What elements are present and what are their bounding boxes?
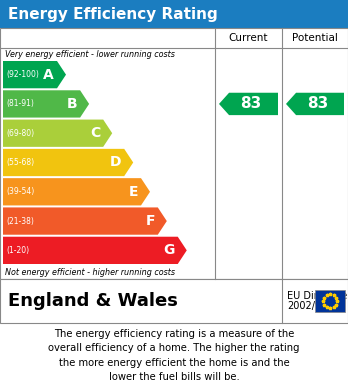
Polygon shape — [3, 149, 133, 176]
Polygon shape — [3, 208, 167, 235]
Bar — [315, 290, 345, 312]
Polygon shape — [3, 90, 89, 118]
Bar — [0, 279, 348, 323]
Text: Potential: Potential — [292, 33, 338, 43]
Text: (39-54): (39-54) — [6, 187, 34, 196]
Polygon shape — [3, 237, 187, 264]
Text: A: A — [43, 68, 54, 82]
Text: (1-20): (1-20) — [6, 246, 29, 255]
Text: EU Directive: EU Directive — [287, 291, 347, 301]
Text: (92-100): (92-100) — [6, 70, 39, 79]
Polygon shape — [3, 178, 150, 205]
Text: (69-80): (69-80) — [6, 129, 34, 138]
Bar — [0, 28, 348, 279]
Text: (21-38): (21-38) — [6, 217, 34, 226]
Text: 83: 83 — [307, 97, 328, 111]
Text: E: E — [128, 185, 138, 199]
Polygon shape — [3, 120, 112, 147]
Text: G: G — [163, 243, 175, 257]
Text: Energy Efficiency Rating: Energy Efficiency Rating — [8, 7, 218, 22]
Text: (55-68): (55-68) — [6, 158, 34, 167]
Text: The energy efficiency rating is a measure of the
overall efficiency of a home. T: The energy efficiency rating is a measur… — [48, 329, 300, 382]
Polygon shape — [286, 93, 344, 115]
Text: 83: 83 — [240, 97, 262, 111]
Text: Very energy efficient - lower running costs: Very energy efficient - lower running co… — [5, 50, 175, 59]
Text: B: B — [66, 97, 77, 111]
Text: Current: Current — [229, 33, 268, 43]
Text: D: D — [110, 156, 121, 170]
Text: England & Wales: England & Wales — [8, 292, 178, 310]
Text: F: F — [145, 214, 155, 228]
Bar — [0, 0, 348, 28]
Polygon shape — [219, 93, 278, 115]
Polygon shape — [3, 61, 66, 88]
Text: 2002/91/EC: 2002/91/EC — [287, 301, 343, 311]
Text: Not energy efficient - higher running costs: Not energy efficient - higher running co… — [5, 268, 175, 277]
Text: (81-91): (81-91) — [6, 99, 34, 108]
Text: C: C — [90, 126, 100, 140]
